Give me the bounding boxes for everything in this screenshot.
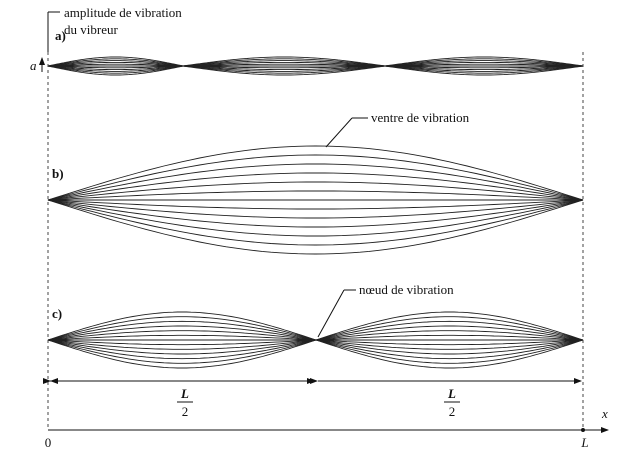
- wave-curve: [47, 199, 584, 255]
- wave-curve: [47, 63, 584, 69]
- wave-curve: [47, 145, 584, 201]
- wave-curve: [47, 61, 584, 71]
- wave-curve: [47, 154, 584, 201]
- wave-curve: [47, 199, 584, 210]
- wave-curve: [47, 311, 584, 369]
- wave-curve: [47, 199, 584, 219]
- label: amplitude de vibration: [64, 5, 182, 20]
- leader-line: [317, 289, 345, 338]
- wave-curve: [47, 181, 584, 201]
- wave-curve: [47, 58, 584, 74]
- wave-curve: [47, 58, 584, 74]
- part-label: a): [55, 28, 66, 43]
- part-label: c): [52, 306, 62, 321]
- label: a: [30, 58, 37, 73]
- fraction-den: 2: [449, 404, 456, 419]
- label: ventre de vibration: [371, 110, 470, 125]
- wave-curve: [47, 199, 584, 237]
- axis-end: L: [580, 435, 588, 450]
- label: du vibreur: [64, 22, 118, 37]
- wave-curve: [47, 60, 584, 72]
- waves: [47, 56, 584, 369]
- wave-curve: [47, 199, 584, 246]
- wave-curve: [47, 60, 584, 72]
- wave-curve: [47, 63, 584, 69]
- wave-curve: [47, 190, 584, 201]
- axis-point: [581, 428, 585, 432]
- fraction-num: L: [180, 386, 189, 401]
- wave-curve: [47, 56, 584, 76]
- wave-curve: [47, 199, 584, 228]
- wave-curve: [47, 56, 584, 76]
- wave-curve: [47, 163, 584, 201]
- wave-curve: [47, 172, 584, 201]
- wave-curve: [47, 61, 584, 71]
- leader-line: [325, 117, 353, 148]
- label: nœud de vibration: [359, 282, 454, 297]
- axis-variable: x: [601, 406, 608, 421]
- fraction-den: 2: [182, 404, 189, 419]
- fraction-num: L: [447, 386, 456, 401]
- part-label: b): [52, 166, 64, 181]
- axis-origin: 0: [45, 435, 52, 450]
